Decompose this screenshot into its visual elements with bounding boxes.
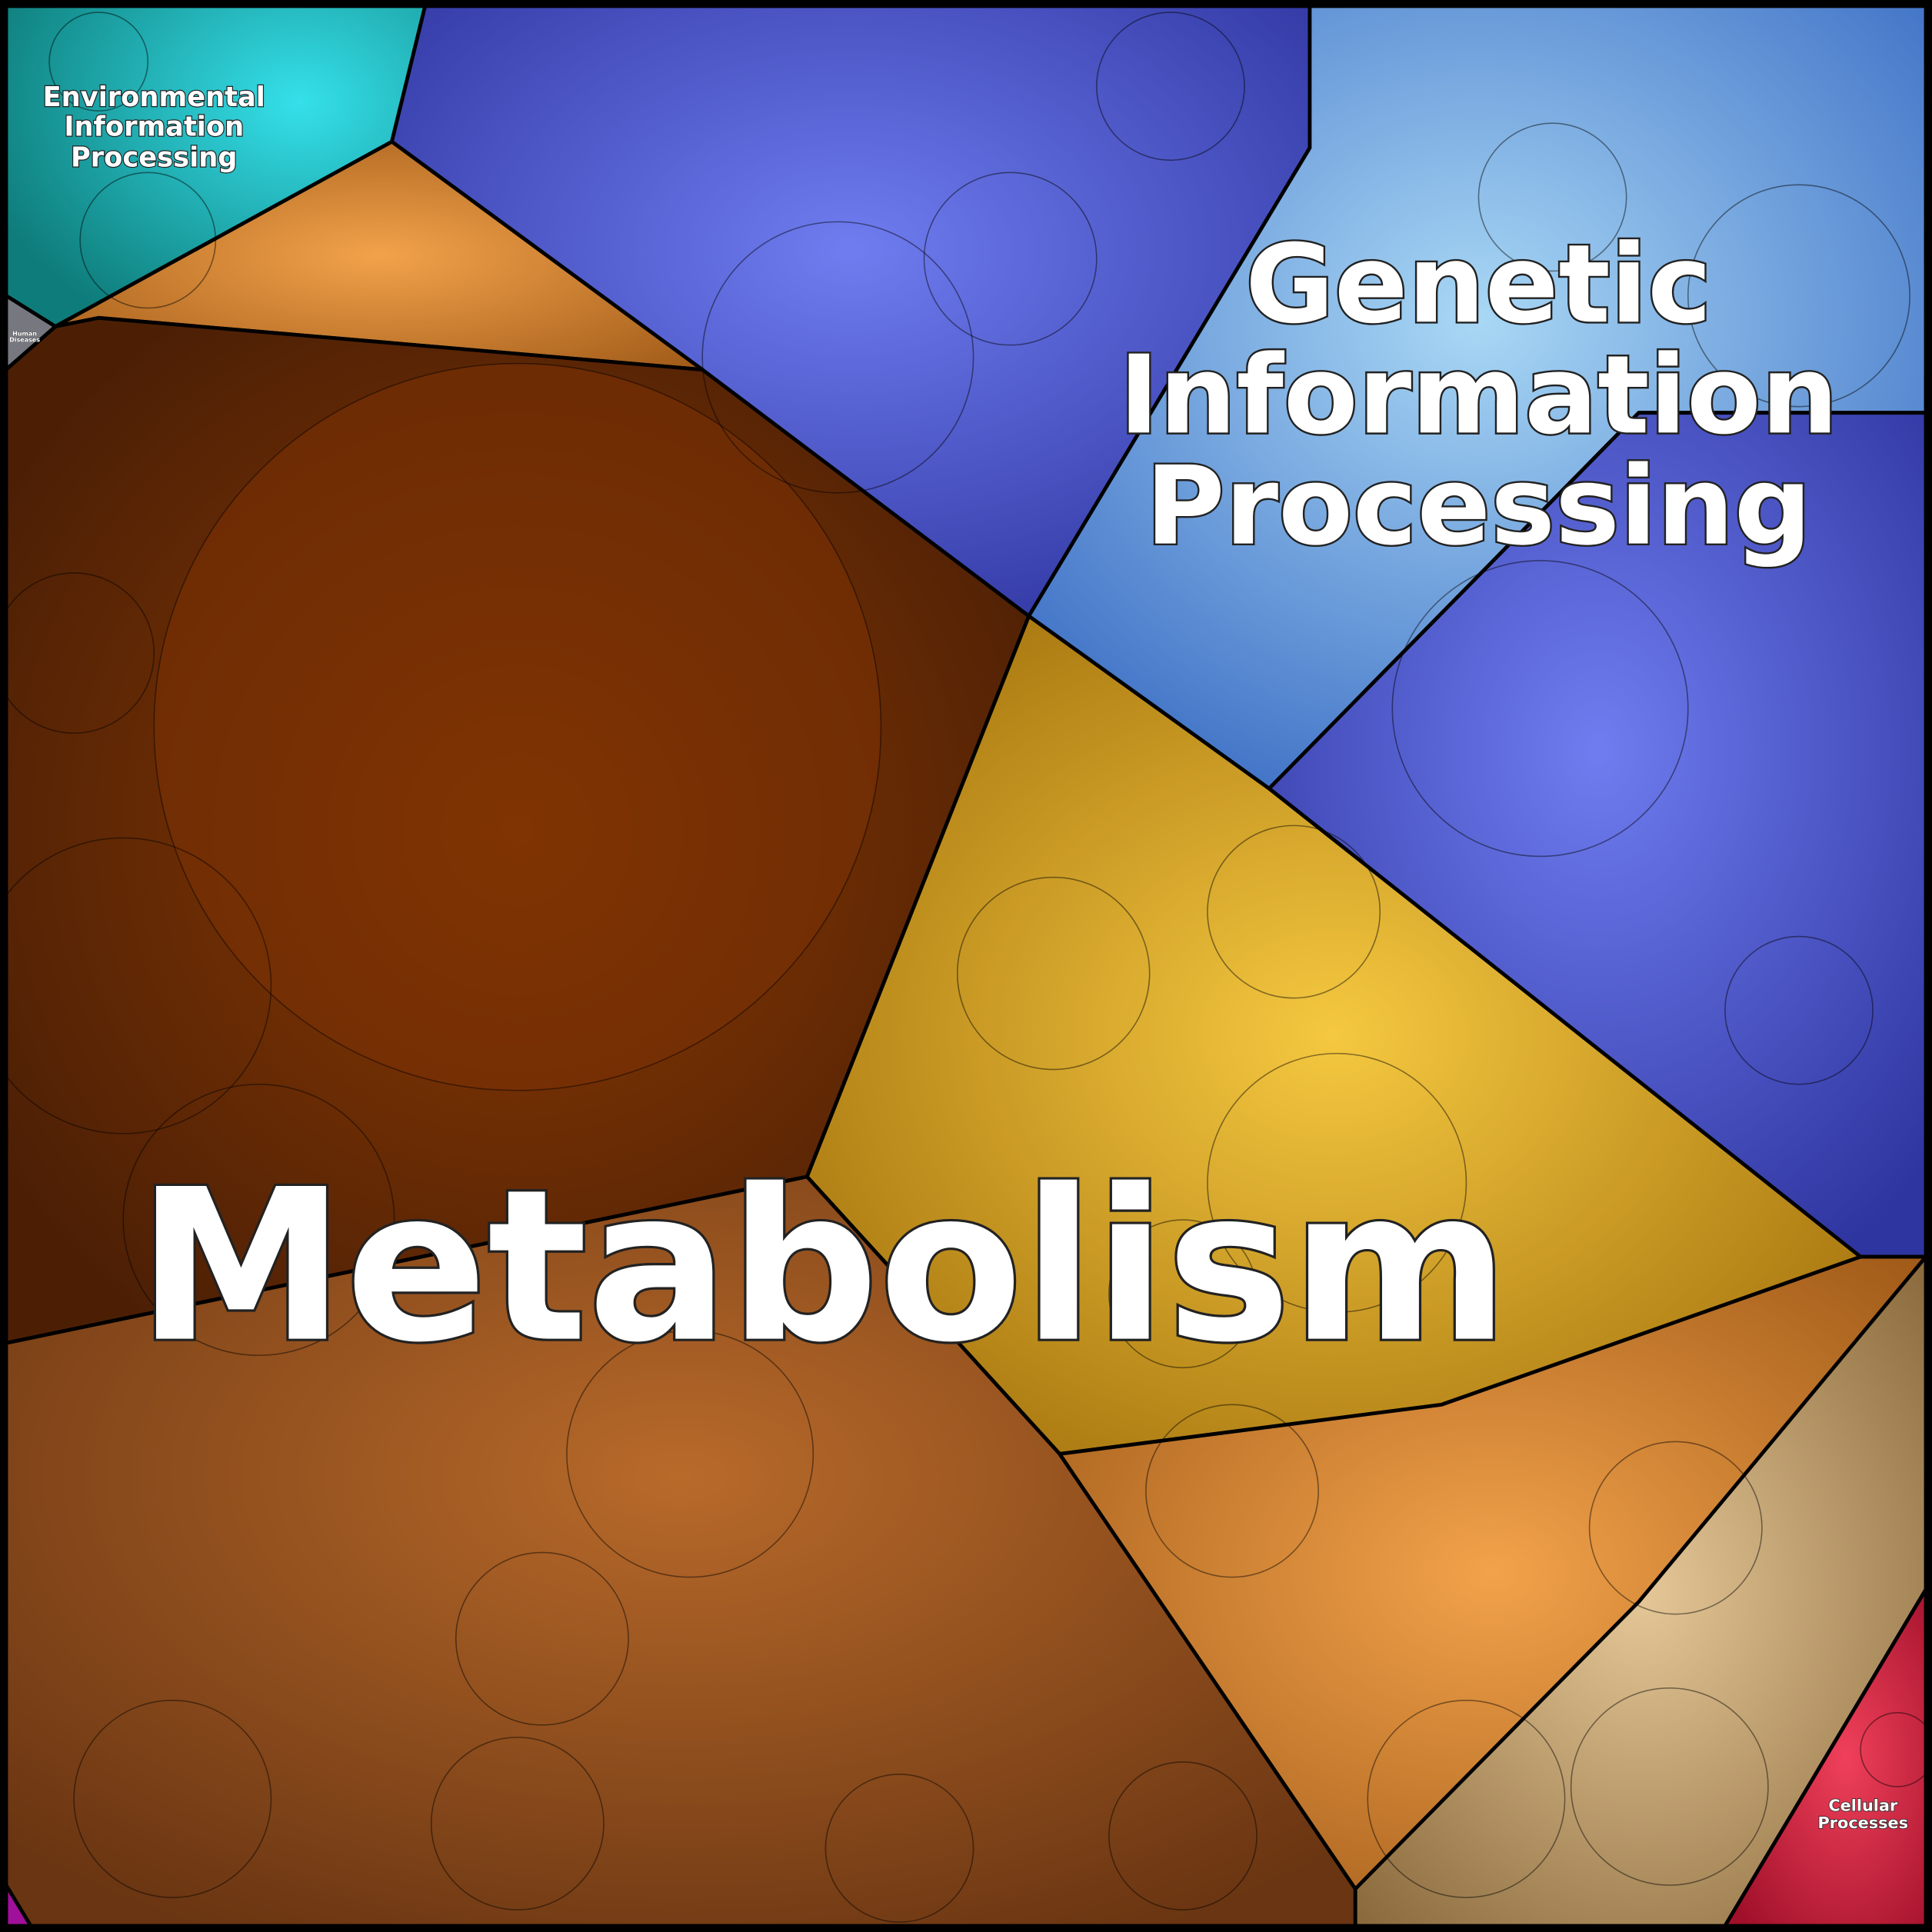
genetic-label: Information <box>1119 332 1838 458</box>
cellular-region <box>1723 1587 1928 1928</box>
genetic-label: Genetic <box>1245 222 1712 348</box>
human-diseases-label: Human <box>12 331 37 338</box>
human-diseases-label: Diseases <box>9 337 40 344</box>
environmental-label: Information <box>64 112 244 143</box>
cells <box>0 12 1932 1923</box>
cellular-label: Cellular <box>1828 1797 1898 1815</box>
metabolism-label: Metabolism <box>137 1145 1509 1389</box>
organismal-region <box>4 1883 33 1928</box>
cellular-label: Processes <box>1818 1814 1909 1832</box>
environmental-label: Processing <box>71 142 238 174</box>
genetic-label: Processing <box>1145 444 1811 570</box>
environmental-label: Environmental <box>43 82 265 113</box>
